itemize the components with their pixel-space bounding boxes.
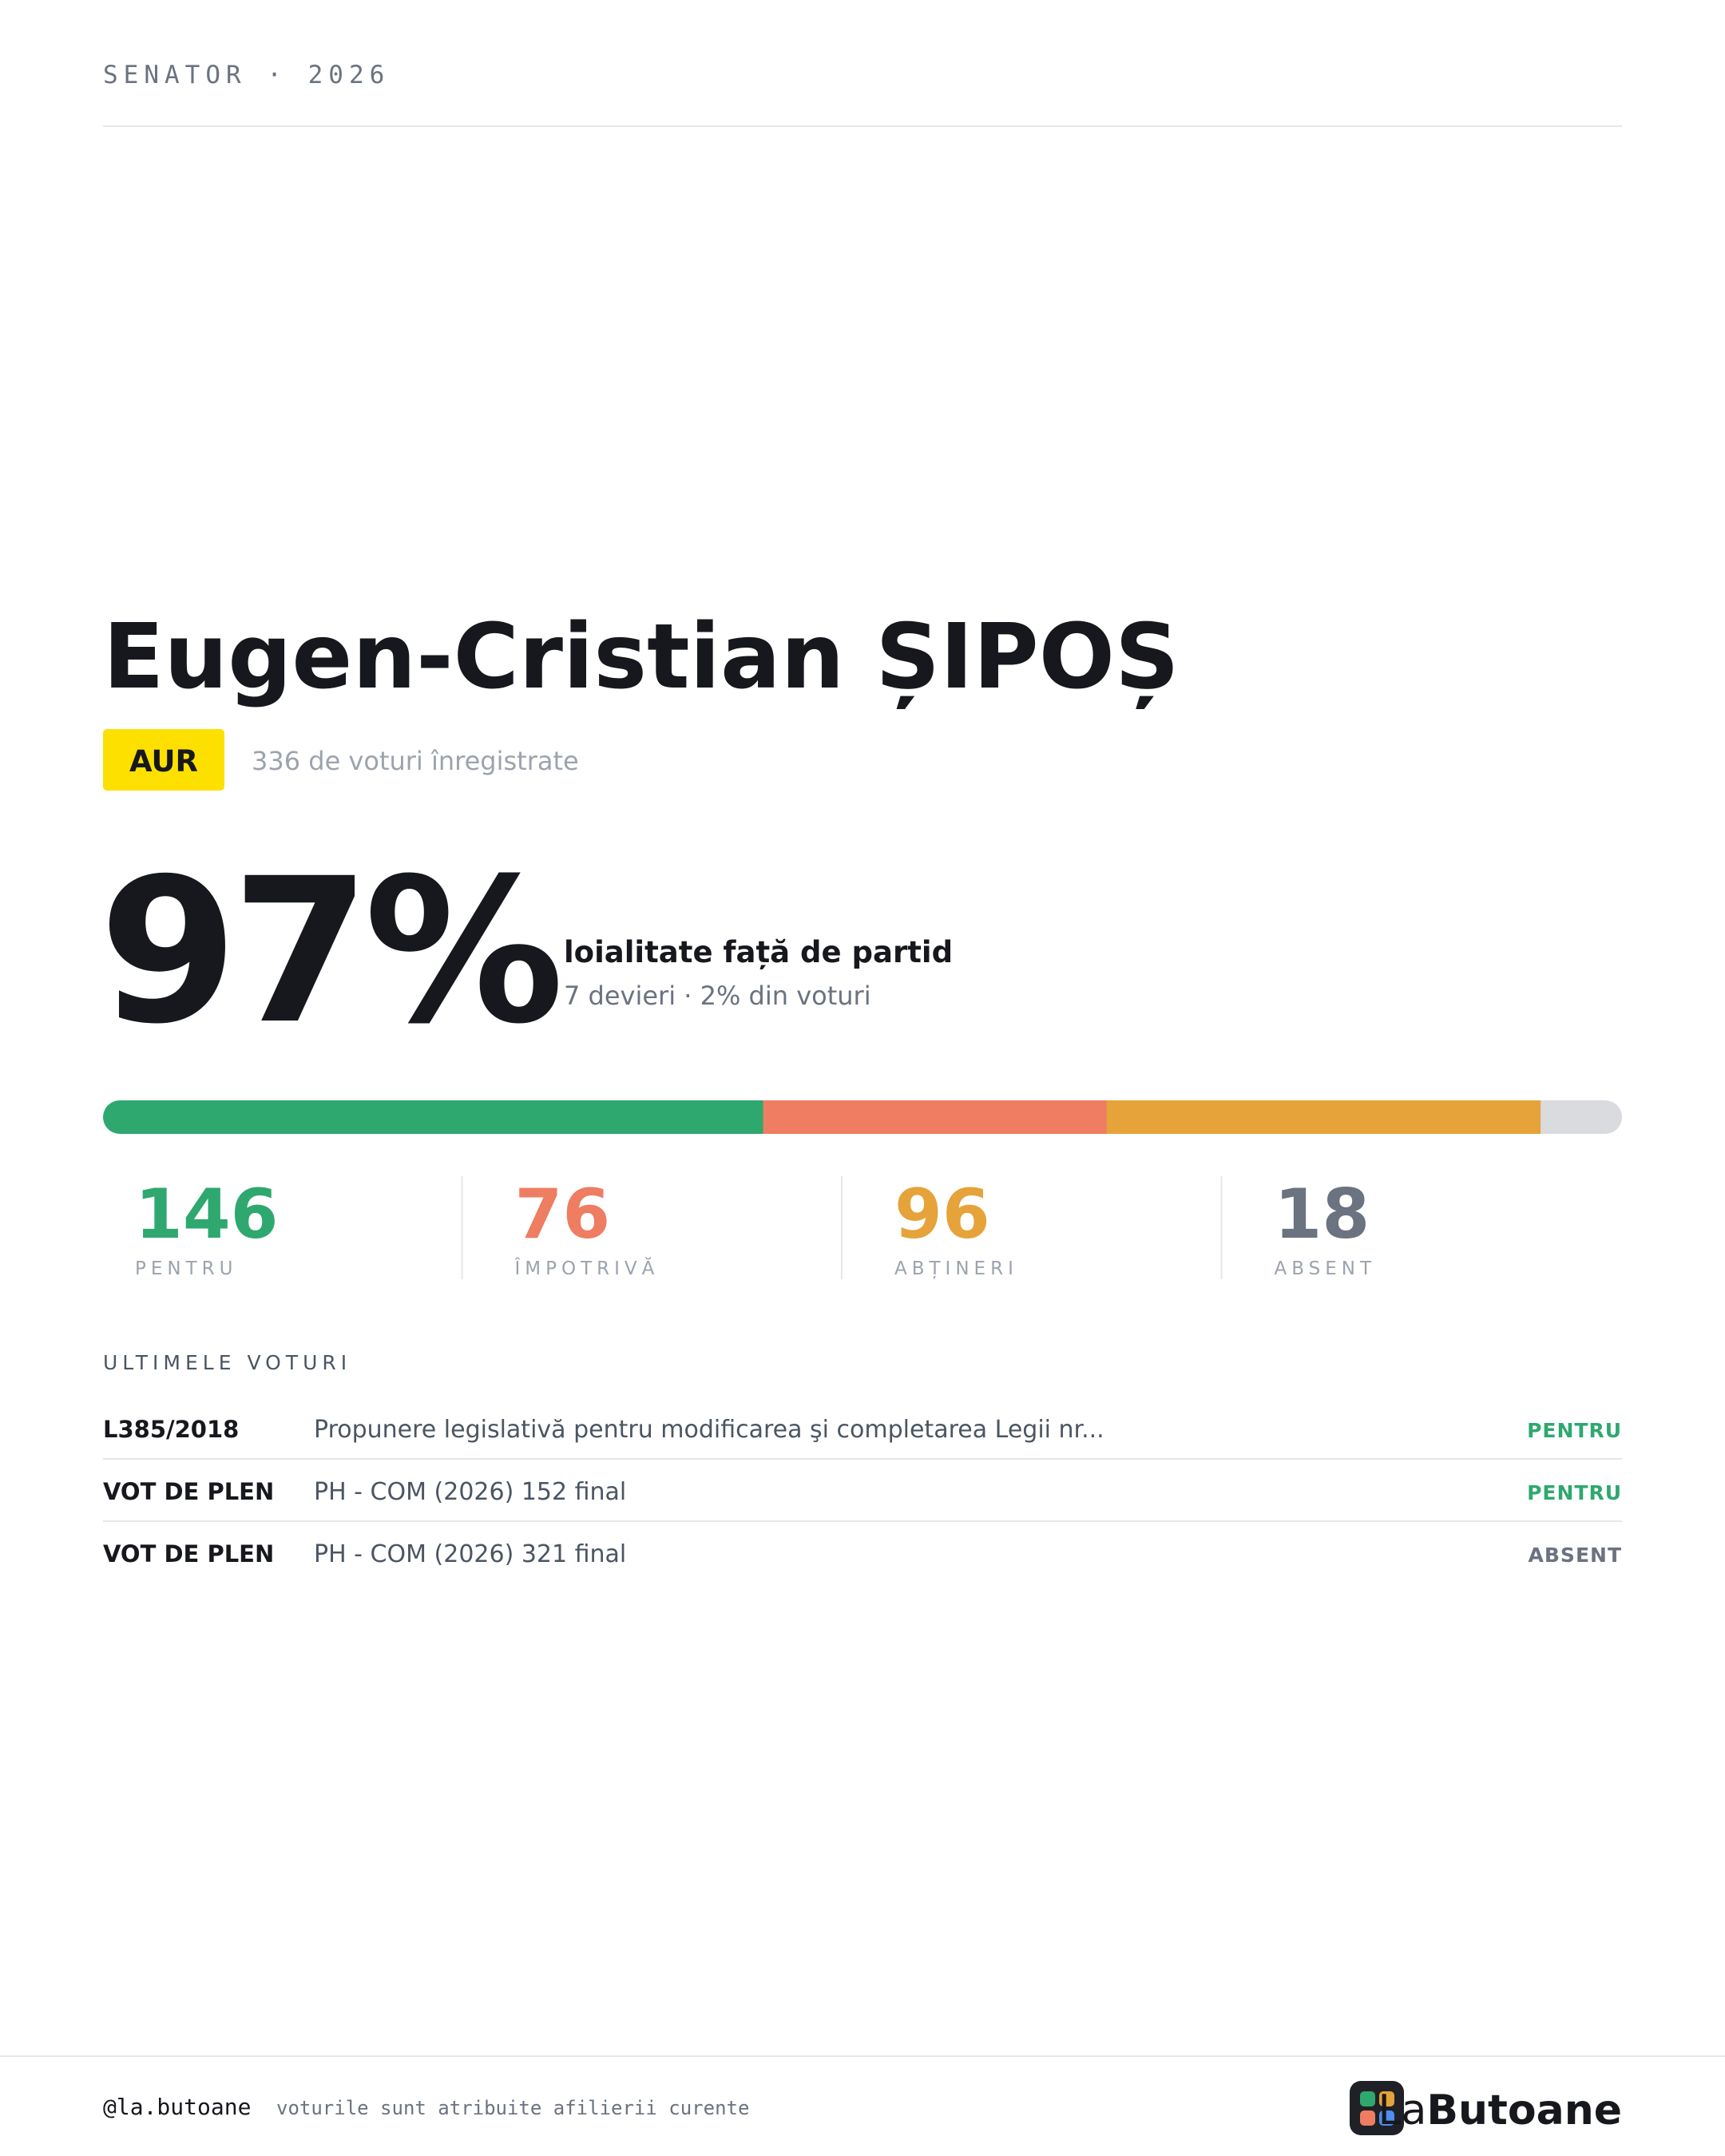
party-badge xyxy=(103,729,224,791)
tally-label: ABSENT xyxy=(1275,1258,1377,1279)
loyalty-label: loialitate față de partid xyxy=(564,935,953,969)
handle: @la.butoane xyxy=(103,2094,251,2120)
logo-icon xyxy=(1350,2081,1404,2135)
brand-prefix: La xyxy=(1378,2087,1427,2134)
vote-description: Propunere legislativă pentru modificarea… xyxy=(314,1416,1104,1444)
tally-label: ÎMPOTRIVĂ xyxy=(514,1257,660,1279)
party: AUR xyxy=(129,744,198,779)
tally-value: 76 xyxy=(515,1175,611,1254)
tally-value: 18 xyxy=(1275,1175,1370,1254)
vote-result: ABSENT xyxy=(1529,1544,1622,1567)
loyalty-percent: 97% xyxy=(99,835,558,1068)
vote-code: VOT DE PLEN xyxy=(103,1478,274,1505)
tally-label: PENTRU xyxy=(135,1258,237,1279)
vote-code: L385/2018 xyxy=(103,1416,239,1443)
bar-segment xyxy=(1106,1100,1541,1134)
tally-value: 146 xyxy=(135,1175,279,1254)
brand-name: Butoane xyxy=(1426,2087,1622,2134)
votes-note: 336 de voturi înregistrate xyxy=(252,746,579,776)
recent-title: ULTIMELE VOTURI xyxy=(103,1351,351,1374)
kicker: SENATOR · 2026 xyxy=(103,61,390,89)
loyalty-detail: 7 devieri · 2% din voturi xyxy=(564,981,871,1011)
bar-segment xyxy=(1541,1100,1622,1134)
recent-votes: L385/2018 Propunere legislativă pentru mo… xyxy=(103,1416,1622,1568)
vote-code: VOT DE PLEN xyxy=(103,1540,274,1567)
bar-segment xyxy=(103,1100,763,1134)
bar-segment xyxy=(763,1100,1108,1134)
name: Eugen-Cristian ȘIPOȘ xyxy=(103,605,1180,709)
tally: 146 PENTRU 76 ÎMPOTRIVĂ 96 ABȚINERI 18 ABSENT xyxy=(135,1175,1377,1279)
vote-description: PH - COM (2026) 152 final xyxy=(314,1478,626,1506)
vote-bar xyxy=(103,1100,1622,1134)
tally-value: 96 xyxy=(894,1175,990,1254)
footer-note: voturile sunt atribuite afilierii curent… xyxy=(276,2097,749,2119)
tally-label: ABȚINERI xyxy=(894,1258,1018,1279)
vote-result: PENTRU xyxy=(1527,1419,1622,1442)
vote-result: PENTRU xyxy=(1527,1481,1622,1504)
brand: LaButoane xyxy=(1378,2087,1622,2134)
vote-description: PH - COM (2026) 321 final xyxy=(314,1540,626,1568)
